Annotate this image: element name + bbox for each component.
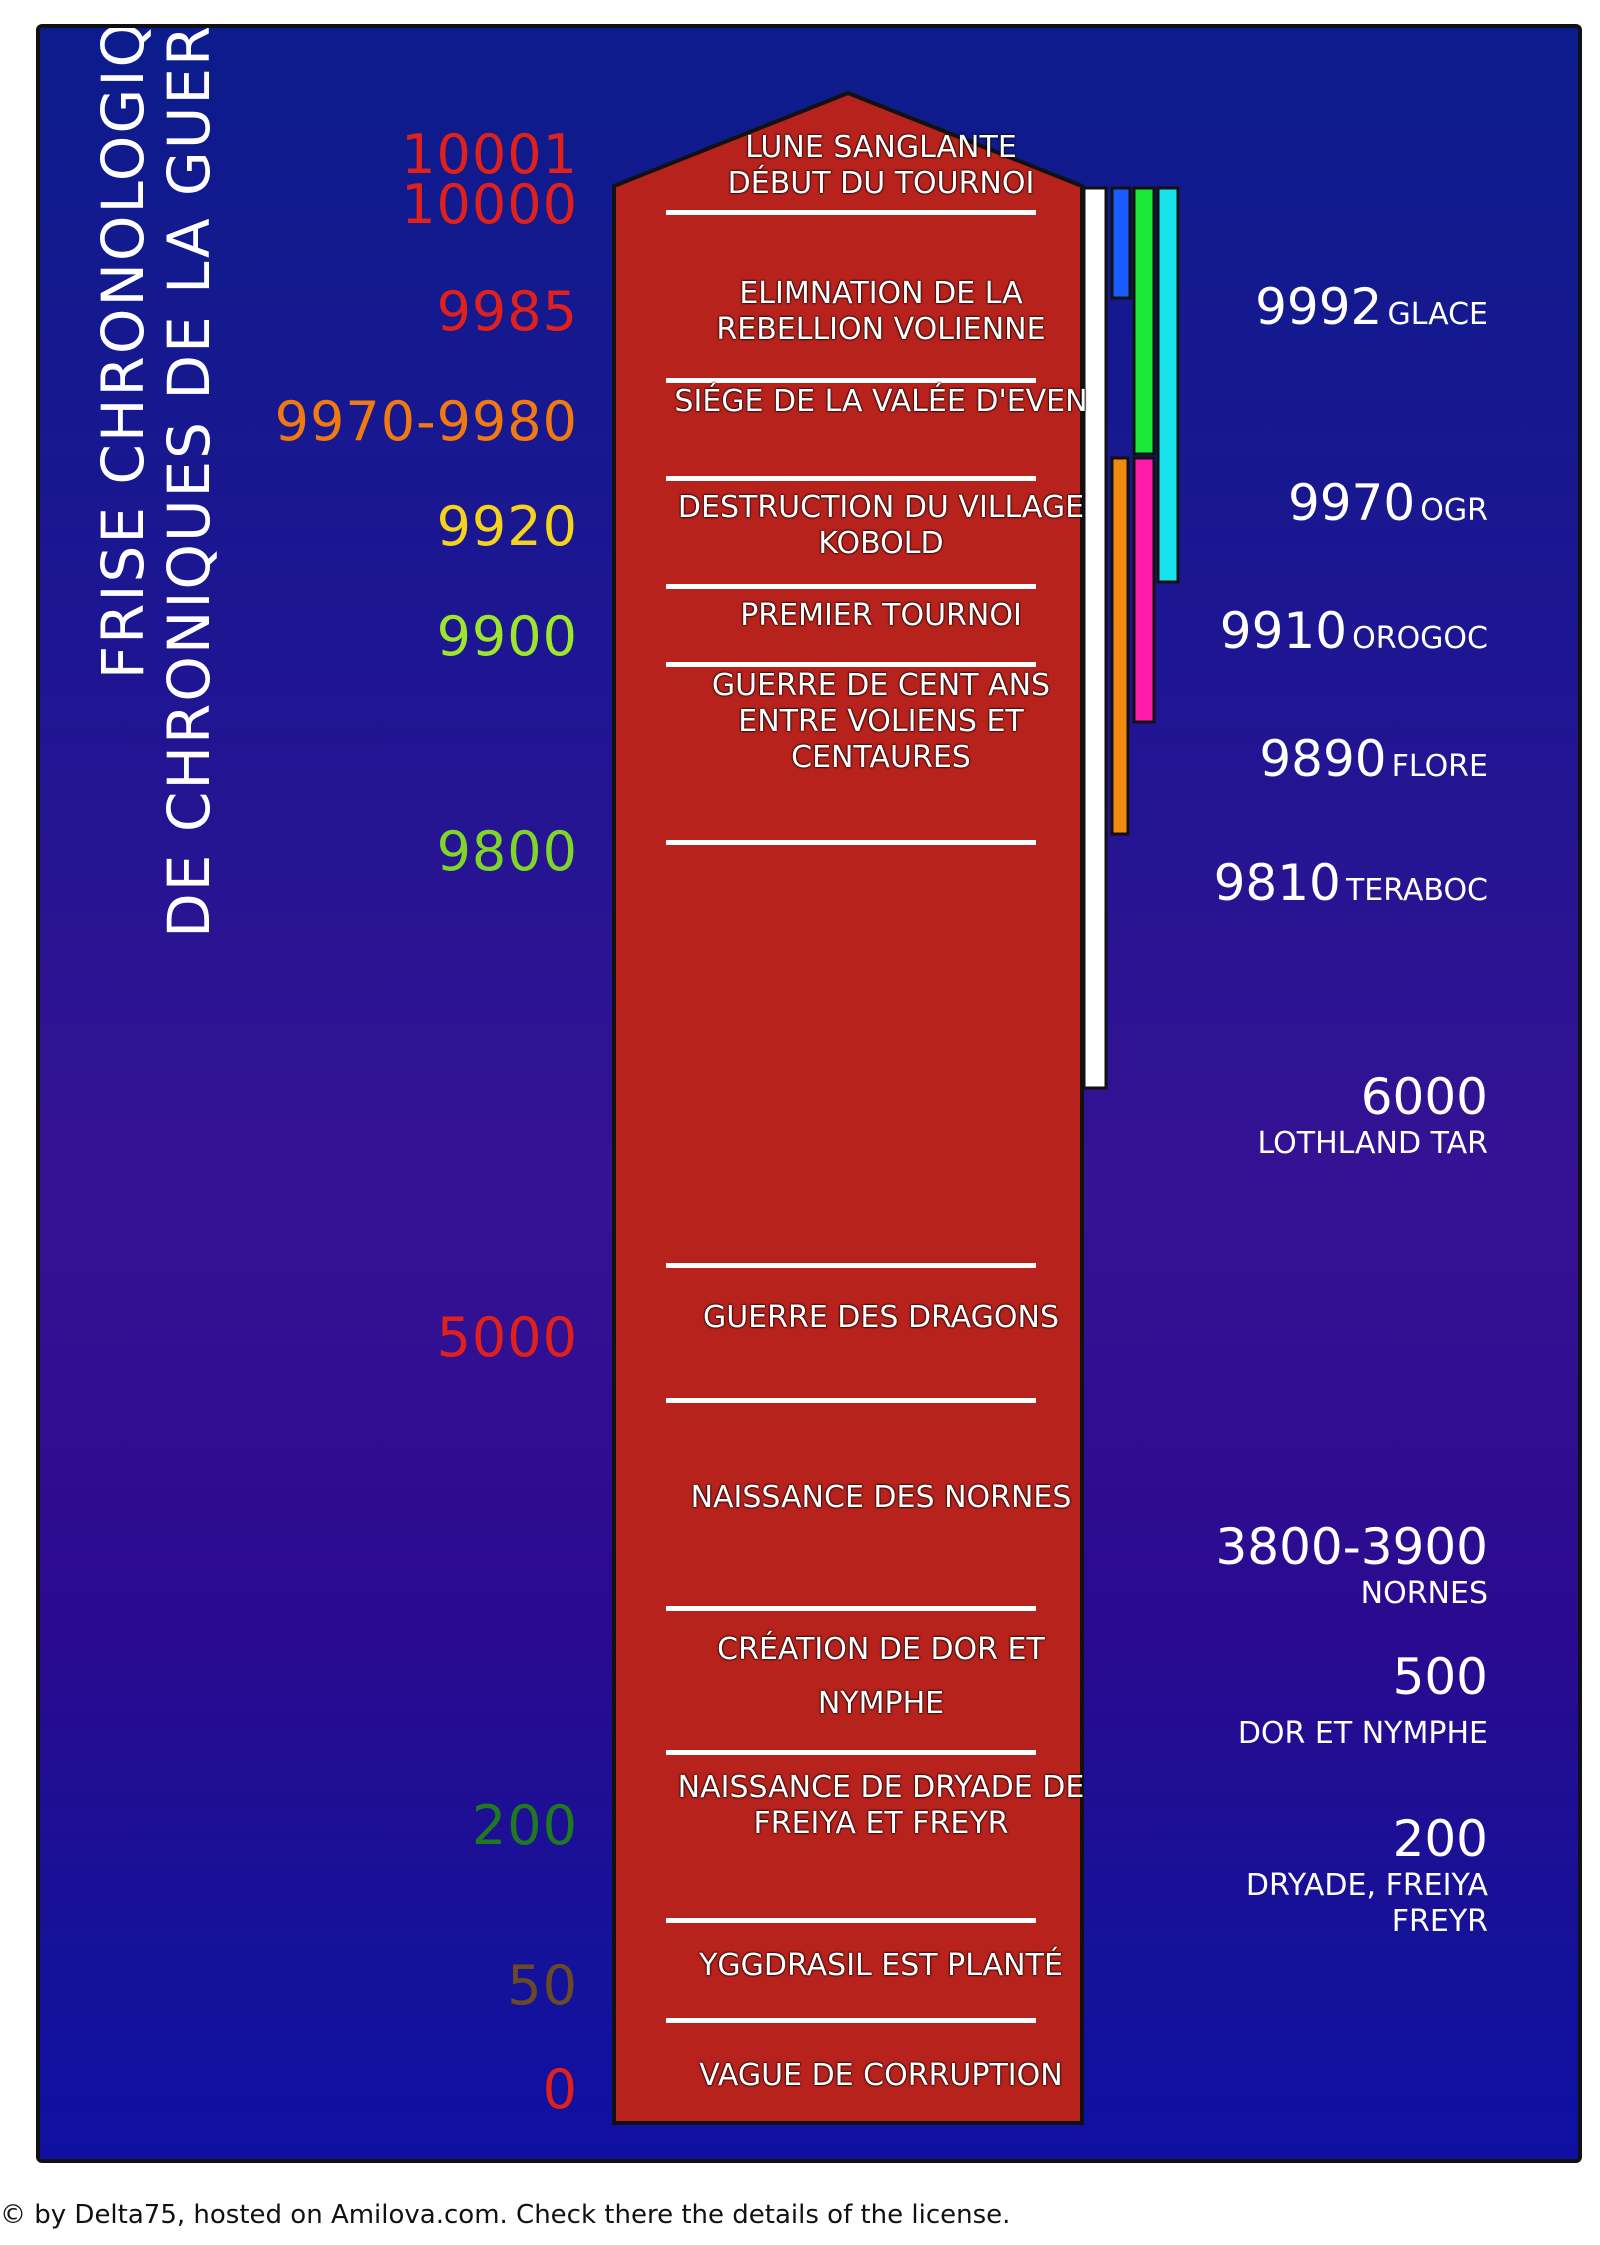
event-label: SIÉGE DE LA VALÉE D'EVEN bbox=[674, 384, 1088, 419]
event-label: YGGDRASIL EST PLANTÉ bbox=[699, 1948, 1063, 1983]
event-label: PREMIER TOURNOI bbox=[740, 598, 1022, 633]
race-year: 9970 bbox=[1287, 474, 1416, 532]
race-bar-teraboc bbox=[1110, 456, 1130, 836]
timeline-poster: FRISE CHRONOLOGIQUE DE CHRONIQUES DE LA … bbox=[36, 24, 1582, 2163]
credit-line: © by Delta75, hosted on Amilova.com. Che… bbox=[0, 2200, 1011, 2230]
event-divider bbox=[666, 476, 1036, 481]
race-entry: 9992 GLACE bbox=[1255, 278, 1488, 336]
event-divider bbox=[666, 584, 1036, 589]
year-label: 50 bbox=[507, 1954, 578, 2017]
race-name: DOR ET NYMPHE bbox=[1237, 1716, 1488, 1751]
race-bar-lothland-tar bbox=[1082, 186, 1108, 1090]
event-label: DÉBUT DU TOURNOI bbox=[727, 166, 1035, 201]
race-entry: 9810 TERABOC bbox=[1214, 854, 1488, 912]
event-label: GUERRE DES DRAGONS bbox=[702, 1300, 1060, 1335]
race-entry: 200 DRYADE, FREIYA FREYR bbox=[1188, 1810, 1488, 1940]
race-bar-ogr bbox=[1132, 186, 1156, 456]
race-year: 200 bbox=[1392, 1810, 1488, 1868]
event-label: CRÉATION DE DOR ET NYMPHE bbox=[717, 1632, 1045, 1721]
timeline-column bbox=[612, 90, 1084, 2125]
race-year: 9910 bbox=[1219, 602, 1348, 660]
race-year: 3800-3900 bbox=[1215, 1518, 1488, 1576]
event-label: DESTRUCTION DU VILLAGE KOBOLD bbox=[677, 490, 1085, 561]
race-name: OGR bbox=[1420, 493, 1488, 528]
race-bar-glace bbox=[1110, 186, 1132, 300]
race-year: 9890 bbox=[1259, 730, 1387, 788]
race-entry: 6000 LOTHLAND TAR bbox=[1257, 1068, 1488, 1161]
race-entry: 3800-3900 NORNES bbox=[1215, 1518, 1488, 1611]
year-label: 5000 bbox=[436, 1306, 578, 1369]
event-divider bbox=[666, 1750, 1036, 1755]
race-name: DRYADE, FREIYA FREYR bbox=[1245, 1868, 1488, 1939]
event-divider bbox=[666, 1263, 1036, 1268]
race-year: 6000 bbox=[1360, 1068, 1488, 1126]
year-label: 200 bbox=[471, 1794, 578, 1857]
event-label: NAISSANCE DE DRYADE DE FREIYA ET FREYR bbox=[677, 1770, 1085, 1841]
event-label: ELIMNATION DE LA REBELLION VOLIENNE bbox=[716, 276, 1046, 347]
event-divider bbox=[666, 1918, 1036, 1923]
title-line-2: DE CHRONIQUES DE LA GUERRE DES SIX bbox=[155, 24, 223, 938]
event-divider bbox=[666, 1398, 1036, 1403]
timeline-graphic bbox=[612, 90, 1180, 2125]
race-name: TERABOC bbox=[1345, 873, 1488, 908]
year-label: 0 bbox=[542, 2058, 578, 2121]
race-year: 9810 bbox=[1213, 854, 1341, 912]
race-entry: 500 DOR ET NYMPHE bbox=[1238, 1648, 1488, 1751]
title-line-1: FRISE CHRONOLOGIQUE bbox=[89, 24, 157, 680]
race-entry: 9890 FLORE bbox=[1259, 730, 1488, 788]
race-name: LOTHLAND TAR bbox=[1257, 1126, 1488, 1161]
event-divider bbox=[666, 662, 1036, 667]
event-label: LUNE SANGLANTE bbox=[745, 130, 1017, 165]
race-name: FLORE bbox=[1391, 749, 1488, 784]
race-bar-orogoc bbox=[1156, 186, 1180, 584]
race-name: NORNES bbox=[1360, 1576, 1488, 1611]
event-divider bbox=[666, 210, 1036, 215]
event-divider bbox=[666, 378, 1036, 383]
event-dividers bbox=[666, 210, 1036, 2023]
race-entry: 9910 OROGOC bbox=[1220, 602, 1488, 660]
event-label: GUERRE DE CENT ANS ENTRE VOLIENS ET CENT… bbox=[711, 668, 1051, 775]
race-name: GLACE bbox=[1387, 297, 1488, 332]
year-label: 9900 bbox=[436, 605, 578, 668]
year-label: 9985 bbox=[436, 280, 578, 343]
event-divider bbox=[666, 840, 1036, 845]
race-bar-flore bbox=[1132, 456, 1156, 724]
vertical-title: FRISE CHRONOLOGIQUE DE CHRONIQUES DE LA … bbox=[89, 24, 223, 1058]
year-label: 9800 bbox=[436, 820, 578, 883]
event-divider bbox=[666, 2018, 1036, 2023]
year-label: 10000 bbox=[401, 173, 578, 236]
event-divider bbox=[666, 1606, 1036, 1611]
race-entry: 9970 OGR bbox=[1288, 474, 1488, 532]
year-label: 9970-9980 bbox=[274, 390, 578, 453]
race-name: OROGOC bbox=[1352, 621, 1488, 656]
event-label: NAISSANCE DES NORNES bbox=[690, 1480, 1072, 1515]
year-label: 10001 bbox=[401, 123, 578, 186]
year-label: 9920 bbox=[436, 495, 578, 558]
event-label: VAGUE DE CORRUPTION bbox=[699, 2058, 1063, 2093]
race-year: 500 bbox=[1392, 1648, 1488, 1706]
race-year: 9992 bbox=[1255, 278, 1383, 336]
race-lifespan-bars bbox=[1082, 186, 1180, 1090]
